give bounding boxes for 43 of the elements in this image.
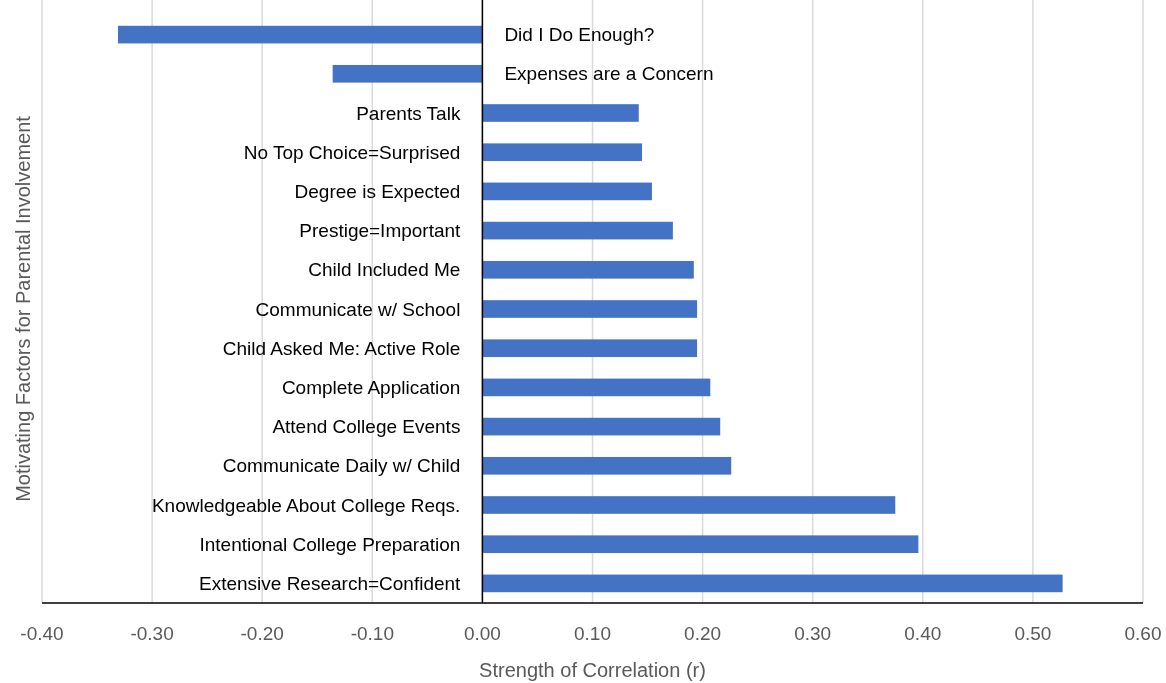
x-tick-label: -0.40 — [20, 623, 64, 644]
bar — [482, 339, 698, 358]
bar — [482, 456, 732, 475]
x-tick-label: 0.00 — [463, 623, 501, 644]
x-tick-label: 0.60 — [1124, 623, 1162, 644]
y-tick-label: Intentional College Preparation — [199, 533, 461, 555]
y-tick-label: Attend College Events — [272, 416, 461, 438]
bar — [482, 182, 652, 201]
y-tick-label: Child Included Me — [308, 259, 461, 281]
y-tick-label: Communicate w/ School — [255, 298, 461, 320]
bar — [482, 260, 694, 279]
bar — [482, 378, 711, 397]
y-tick-label: Child Asked Me: Active Role — [222, 337, 461, 359]
x-tick-label: -0.30 — [130, 623, 174, 644]
bar — [482, 221, 673, 240]
bar — [482, 104, 639, 122]
x-tick-label: 0.30 — [794, 623, 832, 644]
bar — [482, 143, 643, 162]
y-tick-label: Prestige=Important — [299, 220, 462, 242]
bar — [332, 64, 483, 83]
y-tick-label: No Top Choice=Surprised — [243, 141, 461, 163]
bar — [482, 574, 1063, 593]
bar — [482, 496, 896, 514]
x-axis-title: Strength of Correlation (r) — [479, 659, 706, 681]
x-tick-label: -0.20 — [240, 623, 284, 644]
y-tick-label: Communicate Daily w/ Child — [222, 455, 461, 477]
bar — [482, 300, 698, 318]
y-tick-label: Parents Talk — [356, 102, 461, 124]
y-tick-label: Complete Application — [281, 377, 461, 399]
y-tick-label: Did I Do Enough? — [504, 24, 655, 46]
bar — [117, 25, 483, 44]
y-tick-label: Degree is Expected — [294, 181, 461, 203]
x-tick-label: 0.10 — [574, 623, 611, 644]
y-tick-label: Knowledgeable About College Reqs. — [151, 494, 461, 516]
y-tick-label: Extensive Research=Confident — [198, 573, 462, 595]
bar — [482, 535, 919, 554]
y-tick-label: Expenses are a Concern — [504, 63, 714, 85]
x-tick-label: 0.40 — [904, 623, 942, 644]
x-tick-label: -0.10 — [350, 623, 394, 644]
x-tick-label: 0.20 — [684, 623, 722, 644]
bar — [482, 417, 721, 436]
x-tick-label: 0.50 — [1014, 623, 1052, 644]
y-axis-title: Motivating Factors for Parental Involvement — [12, 115, 34, 502]
